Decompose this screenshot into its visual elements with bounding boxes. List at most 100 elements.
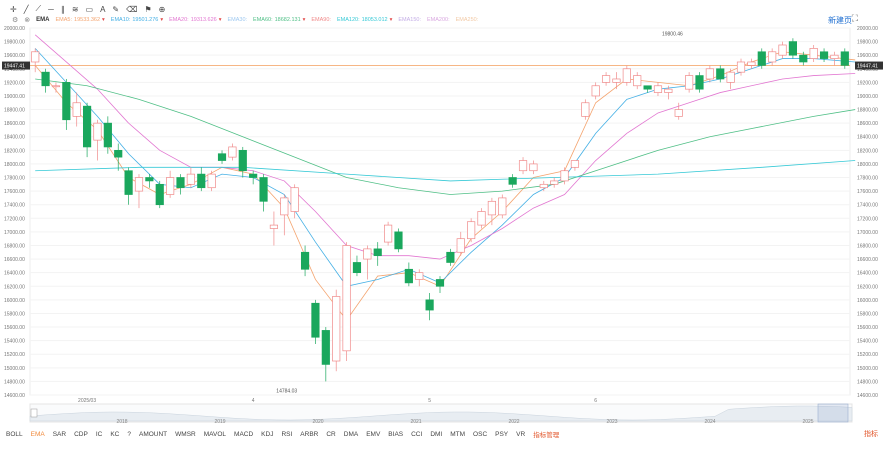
candle-body <box>249 173 258 178</box>
candle-body <box>809 48 818 59</box>
indicator-button-boll[interactable]: BOLL <box>6 430 23 438</box>
indicator-settings-button[interactable]: 指标 <box>864 431 878 438</box>
candle-body <box>72 102 81 117</box>
drawing-toolbar: ✛ ╱ ⟋ ─ ∥ ≋ ▭ A ✎ ⌫ ⚑ ⊕ <box>10 3 165 15</box>
extreme-price-label: 14784.03 <box>276 388 297 394</box>
rect-tool-icon[interactable]: ▭ <box>85 4 94 14</box>
navigator-left-handle[interactable] <box>30 408 38 418</box>
brush-tool-icon[interactable]: ✎ <box>112 4 120 14</box>
ray-tool-icon[interactable]: ⟋ <box>35 4 42 13</box>
close-icon[interactable]: ⊗ <box>24 17 31 24</box>
eraser-tool-icon[interactable]: ⌫ <box>126 4 138 14</box>
indicator-button-kc[interactable]: KC <box>110 430 120 438</box>
candle-body <box>529 163 538 172</box>
indicator-button-psy[interactable]: PSY <box>495 430 509 438</box>
candle-up <box>467 218 476 243</box>
candle-body <box>477 211 486 226</box>
y-tick-label: 17400.00 <box>857 203 878 209</box>
y-tick-label: 14800.00 <box>857 379 878 385</box>
candle-up <box>601 72 611 86</box>
candle-body <box>601 75 611 83</box>
candle-down <box>62 78 71 130</box>
indicator-button-emv[interactable]: EMV <box>366 430 381 438</box>
horizontal-line-tool-icon[interactable]: ─ <box>48 4 54 14</box>
indicator-button-vr[interactable]: VR <box>516 430 526 438</box>
x-tick-label: 4 <box>252 398 255 404</box>
legend-arrow-icon: ▾ <box>102 17 105 23</box>
candle-up <box>622 65 631 86</box>
y-tick-label: 15000.00 <box>857 366 878 372</box>
indicator-button-macd[interactable]: MACD <box>234 430 254 438</box>
tag-tool-icon[interactable]: ⚑ <box>144 4 152 14</box>
indicator-button-kdj[interactable]: KDJ <box>261 430 274 438</box>
line-tool-icon[interactable]: ╱ <box>23 4 29 14</box>
indicator-button-[interactable]: ? <box>127 430 131 438</box>
indicator-button-[interactable]: 指标管理 <box>533 432 560 439</box>
candle-up <box>384 221 393 246</box>
legend-item: EMA90: <box>311 17 331 23</box>
indicator-button-cci[interactable]: CCI <box>411 430 423 438</box>
navigator-year-label: 2018 <box>116 419 127 425</box>
y-tick-label: 18200.00 <box>4 148 25 154</box>
indicator-button-dmi[interactable]: DMI <box>430 430 443 438</box>
y-tick-label: 19800.00 <box>857 40 878 46</box>
candle-body <box>269 224 279 229</box>
navigator-window[interactable] <box>817 403 849 423</box>
candle-body <box>332 296 341 362</box>
candle-down <box>103 116 112 154</box>
candle-up <box>768 48 777 66</box>
candle-down <box>435 276 445 294</box>
indicator-button-ic[interactable]: IC <box>95 430 103 438</box>
indicator-name[interactable]: EMA <box>36 17 50 23</box>
y-tick-label: 20000.00 <box>857 26 878 32</box>
ema-line-ema120 <box>35 160 856 182</box>
y-tick-label: 16800.00 <box>857 243 878 249</box>
indicator-button-amount[interactable]: AMOUNT <box>138 430 168 438</box>
candle-up <box>809 44 818 62</box>
legend-item: EMA200: <box>427 17 450 23</box>
candle-up <box>498 194 507 219</box>
candle-body <box>467 221 476 240</box>
fib-tool-icon[interactable]: ≋ <box>71 4 79 14</box>
magnet-tool-icon[interactable]: ⊕ <box>158 4 166 14</box>
indicator-button-osc[interactable]: OSC <box>473 430 488 438</box>
indicator-button-arbr[interactable]: ARBR <box>300 430 319 438</box>
candle-body <box>321 330 330 365</box>
legend-arrow-icon: ▾ <box>160 17 164 23</box>
indicator-button-mavol[interactable]: MAVOL <box>203 430 227 438</box>
candle-body <box>228 146 237 158</box>
extreme-price-label: 19800.46 <box>662 32 683 38</box>
candle-body <box>425 299 434 311</box>
settings-icon[interactable]: ⚙ <box>12 17 19 24</box>
indicator-button-bias[interactable]: BIAS <box>388 430 404 438</box>
crosshair-tool-icon[interactable]: ✛ <box>10 4 17 14</box>
fullscreen-icon[interactable]: ⛶ <box>851 13 858 23</box>
indicator-button-rsi[interactable]: RSI <box>281 430 293 438</box>
indicator-button-mtm[interactable]: MTM <box>450 430 466 438</box>
indicator-button-dma[interactable]: DMA <box>343 430 359 438</box>
y-tick-label: 18600.00 <box>857 121 878 127</box>
candle-body <box>788 41 797 56</box>
indicator-button-cdp[interactable]: CDP <box>74 430 88 438</box>
y-tick-label: 16000.00 <box>4 298 25 304</box>
indicator-button-sar[interactable]: SAR <box>52 430 67 438</box>
new-page-link[interactable]: 新建页 <box>828 16 852 25</box>
candle-down <box>788 38 797 59</box>
navigator-year-label: 2019 <box>214 419 225 425</box>
y-tick-label: 15200.00 <box>857 352 878 358</box>
indicator-button-ema[interactable]: EMA <box>30 430 45 438</box>
candle-body <box>435 279 445 287</box>
candle-down <box>83 102 92 158</box>
candle-body <box>62 82 71 121</box>
candle-down <box>394 228 403 253</box>
indicator-button-cr[interactable]: CR <box>326 430 336 438</box>
y-tick-label: 16600.00 <box>4 257 25 263</box>
current-price-label: 19447.41 <box>4 64 25 70</box>
channel-tool-icon[interactable]: ∥ <box>60 4 65 14</box>
candle-body <box>51 85 61 88</box>
candle-body <box>581 102 590 117</box>
text-tool-icon[interactable]: A <box>100 4 106 14</box>
y-tick-label: 18000.00 <box>4 162 25 168</box>
indicator-button-wmsr[interactable]: WMSR <box>175 430 196 438</box>
